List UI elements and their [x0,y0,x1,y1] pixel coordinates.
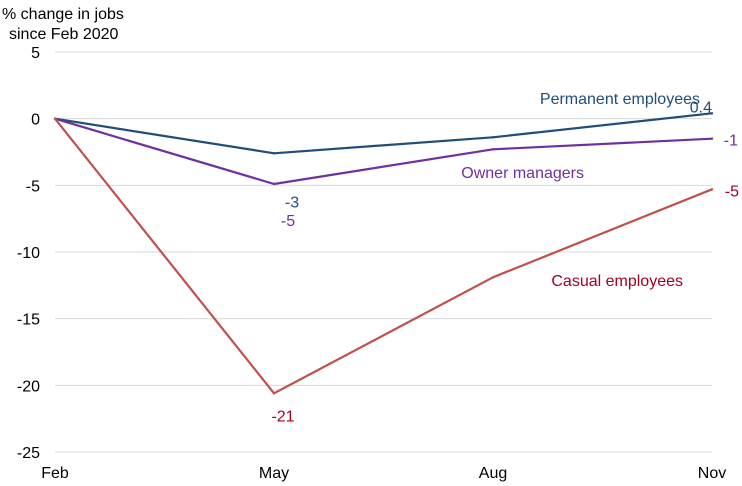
data-label: -3 [285,194,299,211]
y-tick-label: -15 [17,312,40,329]
series-names: Permanent employees Owner managers Casual … [461,91,700,290]
series-line-2 [54,118,713,395]
gridlines [55,51,712,453]
y-axis-title-line-2: since Feb 2020 [9,26,119,43]
x-tick-label: Nov [698,465,726,482]
data-label: 0.4 [690,99,712,116]
data-label: -21 [271,408,294,425]
data-point [710,137,714,140]
x-tick-label: May [259,465,289,482]
x-tick-label: Feb [41,465,69,482]
y-tick-label: -5 [26,178,40,195]
data-point [53,117,57,120]
data-point [491,148,495,151]
data-point [710,112,714,115]
data-point [491,136,495,139]
x-tick-label: Aug [479,465,507,482]
y-tick-label: -20 [17,378,40,395]
series-lines [53,112,714,395]
y-tick-labels: 5 0 -5 -10 -15 -20 -25 [17,45,40,462]
data-point [491,276,495,279]
series-line-1 [54,117,713,186]
series-name-label: Casual employees [551,273,683,290]
y-tick-label: 0 [31,112,40,129]
y-tick-label: 5 [31,45,40,62]
data-label: -1 [724,133,738,150]
data-point [272,152,276,155]
data-label: -5 [281,213,295,230]
series-name-label: Owner managers [461,165,584,182]
data-point [272,182,276,186]
data-point [710,188,714,191]
series-name-label: Permanent employees [540,91,700,108]
data-label: -5 [725,183,739,200]
data-point [272,392,276,395]
data-labels: -3 0.4 -5 -1 -21 -5 [271,99,739,425]
series-line-0 [54,112,713,155]
x-tick-labels: Feb May Aug Nov [41,465,726,482]
y-tick-label: -25 [17,445,40,462]
y-tick-label: -10 [17,245,40,262]
y-axis-title-line-1: % change in jobs [2,6,124,23]
